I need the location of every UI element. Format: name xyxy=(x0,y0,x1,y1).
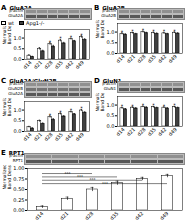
html-text:β-actin: β-actin xyxy=(9,8,23,13)
svg-text:0.50: 0.50 xyxy=(13,186,24,192)
svg-text:d28: d28 xyxy=(136,126,147,137)
svg-text:d14: d14 xyxy=(22,59,33,70)
svg-text:*: * xyxy=(163,28,166,34)
svg-text:d28: d28 xyxy=(43,131,54,142)
svg-text:1.0: 1.0 xyxy=(14,107,22,113)
svg-text:***: *** xyxy=(90,177,96,182)
svg-text:d35: d35 xyxy=(53,131,64,142)
svg-text:d42: d42 xyxy=(157,126,168,137)
svg-text:0.0: 0.0 xyxy=(14,128,22,134)
html-text:Apg1-/-: Apg1-/- xyxy=(26,20,45,26)
svg-text:NormalizedBand Density: NormalizedBand Density xyxy=(2,98,12,117)
svg-text:d49: d49 xyxy=(167,126,178,137)
svg-text:d21: d21 xyxy=(125,126,136,137)
svg-text:*: * xyxy=(173,28,176,34)
svg-text:*: * xyxy=(70,107,73,113)
svg-text:*: * xyxy=(70,34,73,40)
svg-text:0.5: 0.5 xyxy=(107,112,115,118)
svg-text:NormalizedBand Density: NormalizedBand Density xyxy=(2,26,12,45)
html-text:D GluN1: D GluN1 xyxy=(94,77,122,85)
svg-text:d49: d49 xyxy=(167,53,178,64)
svg-text:d35: d35 xyxy=(146,126,157,137)
svg-text:*: * xyxy=(142,27,145,33)
svg-text:0.5: 0.5 xyxy=(107,39,115,45)
svg-text:d21: d21 xyxy=(32,59,43,70)
svg-text:0.0: 0.0 xyxy=(107,50,115,56)
svg-text:d14: d14 xyxy=(115,53,126,64)
svg-text:*: * xyxy=(49,112,52,118)
svg-text:d14: d14 xyxy=(115,126,126,137)
html-text:β-actin: β-actin xyxy=(9,81,23,86)
svg-text:0.5: 0.5 xyxy=(14,45,22,51)
html-text:β-actin: β-actin xyxy=(102,81,116,86)
svg-text:*: * xyxy=(131,103,134,109)
svg-text:0.0: 0.0 xyxy=(107,123,115,129)
svg-text:d28: d28 xyxy=(83,210,94,220)
svg-text:***: *** xyxy=(102,181,108,186)
html-text:A GluA2A: A GluA2A xyxy=(1,4,33,12)
svg-text:d35: d35 xyxy=(108,210,119,220)
svg-text:1.00: 1.00 xyxy=(13,165,24,171)
html-text:RPT1: RPT1 xyxy=(12,158,23,163)
svg-text:NormalizedBand Density: NormalizedBand Density xyxy=(2,165,12,190)
svg-text:*: * xyxy=(121,103,124,109)
html-text:C GluA2A/GluN2B: C GluA2A/GluN2B xyxy=(1,77,57,85)
svg-text:***: *** xyxy=(65,171,71,176)
svg-text:d42: d42 xyxy=(157,53,168,64)
svg-text:*: * xyxy=(59,109,62,115)
svg-text:*: * xyxy=(163,103,166,109)
svg-text:d14: d14 xyxy=(22,131,33,142)
svg-text:d35: d35 xyxy=(146,53,157,64)
svg-text:*: * xyxy=(173,102,176,108)
svg-text:1.0: 1.0 xyxy=(14,35,22,41)
html-text:B GluA2B: B GluA2B xyxy=(94,4,125,12)
svg-text:0.00: 0.00 xyxy=(13,207,24,213)
svg-text:0.5: 0.5 xyxy=(14,117,22,123)
html-text:GluA2A: GluA2A xyxy=(8,91,23,96)
svg-text:d49: d49 xyxy=(74,59,85,70)
svg-text:*: * xyxy=(152,102,155,108)
html-text:GluN1: GluN1 xyxy=(103,86,116,91)
svg-text:d21: d21 xyxy=(32,131,43,142)
html-text:wt: wt xyxy=(8,20,15,26)
svg-text:0.25: 0.25 xyxy=(13,197,24,203)
html-text:GluA2A: GluA2A xyxy=(8,13,23,18)
html-text:E RPT1: E RPT1 xyxy=(1,149,25,157)
html-text:GluA2B: GluA2B xyxy=(101,13,116,18)
svg-text:*: * xyxy=(80,32,83,38)
svg-text:1.0: 1.0 xyxy=(107,102,115,108)
svg-text:d49: d49 xyxy=(74,131,85,142)
svg-text:*: * xyxy=(121,29,124,35)
svg-text:d42: d42 xyxy=(64,59,75,70)
html-text:β-actin: β-actin xyxy=(9,153,23,158)
svg-text:*: * xyxy=(49,39,52,45)
svg-text:NormalizedBand Density: NormalizedBand Density xyxy=(95,20,105,39)
html-text:GluN2B: GluN2B xyxy=(8,86,23,91)
svg-text:1.0: 1.0 xyxy=(107,29,115,35)
svg-text:d14: d14 xyxy=(33,210,44,220)
svg-text:NormalizedBand Density: NormalizedBand Density xyxy=(95,93,105,112)
svg-text:*: * xyxy=(131,28,134,34)
svg-text:d49: d49 xyxy=(158,210,169,220)
svg-text:d35: d35 xyxy=(53,59,64,70)
svg-text:d28: d28 xyxy=(136,53,147,64)
svg-text:d42: d42 xyxy=(133,210,144,220)
html-text:β-actin: β-actin xyxy=(102,8,116,13)
svg-text:***: *** xyxy=(77,174,83,179)
svg-text:*: * xyxy=(80,105,83,111)
svg-text:d28: d28 xyxy=(43,59,54,70)
svg-text:d42: d42 xyxy=(64,131,75,142)
svg-text:0.0: 0.0 xyxy=(14,56,22,62)
svg-text:*: * xyxy=(142,102,145,108)
svg-text:0.75: 0.75 xyxy=(13,176,24,182)
svg-text:*: * xyxy=(152,28,155,34)
svg-text:d21: d21 xyxy=(58,210,69,220)
svg-text:*: * xyxy=(59,35,62,41)
svg-text:d21: d21 xyxy=(125,53,136,64)
